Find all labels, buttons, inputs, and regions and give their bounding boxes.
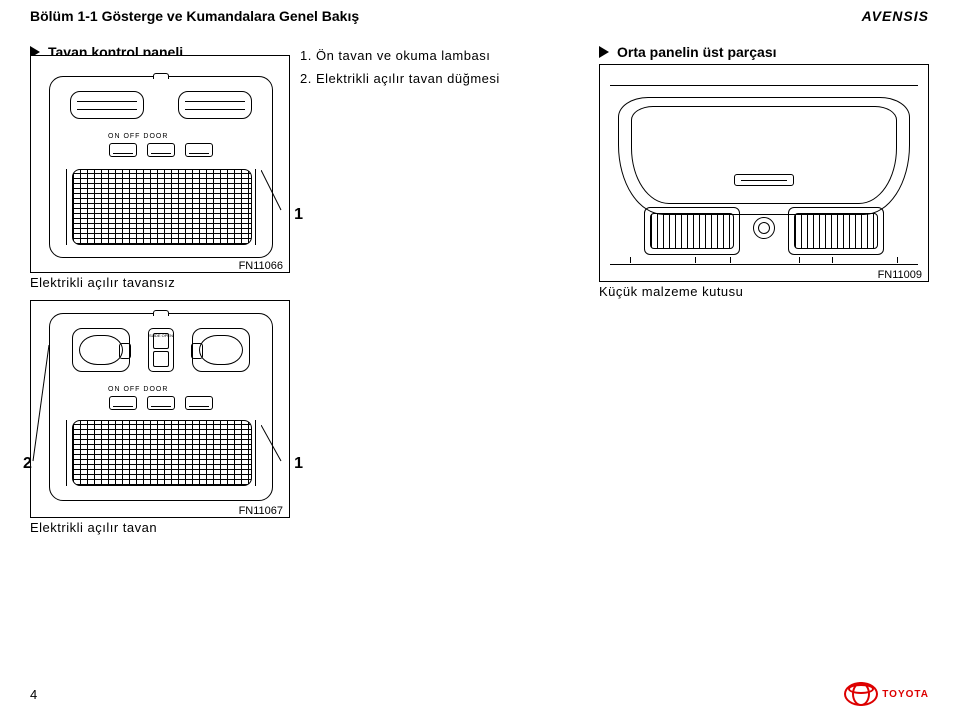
callout-leader-1b [261, 425, 285, 465]
console-tab [153, 73, 169, 79]
section-heading: Bölüm 1-1 Gösterge ve Kumandalara Genel … [30, 8, 359, 24]
toyota-text: TOYOTA [882, 689, 929, 700]
side-line-right-2 [255, 420, 256, 486]
console-outline-2: SLIDE OPEN ON OFF DOOR [49, 313, 273, 501]
right-section-title: Orta panelin üst parçası [599, 44, 929, 60]
callout-leader-2 [31, 345, 53, 465]
seg-3 [832, 257, 898, 263]
page-header: Bölüm 1-1 Gösterge ve Kumandalara Genel … [30, 8, 929, 24]
storage-inner [631, 106, 897, 204]
button-off-icon [147, 143, 175, 157]
caption-1: Elektrikli açılır tavansız [30, 275, 559, 290]
brand-logo-text: AVENSIS [862, 8, 929, 24]
center-knob-icon [753, 217, 775, 239]
caption-3: Küçük malzeme kutusu [599, 284, 929, 299]
button-on-icon-2 [109, 396, 137, 410]
figure-code-2: FN11067 [239, 505, 283, 517]
figure-code-1: FN11066 [239, 260, 283, 272]
button-row-2 [109, 396, 213, 410]
sunroof-switch-text: SLIDE OPEN [148, 328, 174, 338]
figure-middle-panel: FN11009 [599, 64, 929, 282]
button-labels: ON OFF DOOR [108, 133, 168, 140]
callout-number-2: 2 [23, 455, 32, 473]
side-line-left [66, 169, 67, 245]
description-list: 1. Ön tavan ve okuma lambası 2. Elektrik… [300, 44, 500, 91]
side-line-left-2 [66, 420, 67, 486]
figure-overhead-no-sunroof: ON OFF DOOR 1 FN11066 [30, 55, 290, 273]
console-outline: ON OFF DOOR [49, 76, 273, 258]
seg-1 [630, 257, 696, 263]
left-column: Tavan kontrol paneli 1. Ön tavan ve okum… [30, 44, 559, 535]
vent-left-icon [70, 91, 144, 119]
list-item-2: 2. Elektrikli açılır tavan düğmesi [300, 67, 500, 90]
button-off-icon-2 [147, 396, 175, 410]
panel-bottom-line [610, 264, 918, 265]
air-vent-left-icon [644, 207, 740, 255]
reading-lamp-left-icon [72, 328, 130, 372]
caption-2: Elektrikli açılır tavan [30, 520, 559, 535]
speaker-grille-icon-2 [72, 420, 252, 486]
arrow-right-icon-2 [599, 46, 609, 58]
button-on-icon [109, 143, 137, 157]
content-area: Tavan kontrol paneli 1. Ön tavan ve okum… [30, 44, 929, 535]
speaker-grille-icon [72, 169, 252, 245]
panel-top-line [610, 85, 918, 86]
callout-number-1b: 1 [294, 455, 303, 473]
seg-2 [730, 257, 800, 263]
console-tab-2 [153, 310, 169, 316]
button-row [109, 143, 213, 157]
figure-code-3: FN11009 [878, 269, 922, 281]
button-labels-2: ON OFF DOOR [108, 386, 168, 393]
vent-right-icon [178, 91, 252, 119]
toyota-logo: TOYOTA [844, 682, 929, 706]
reading-lamp-right-icon [192, 328, 250, 372]
storage-latch-icon [734, 174, 794, 186]
side-line-right [255, 169, 256, 245]
storage-compartment-icon [618, 97, 910, 215]
page-number: 4 [30, 687, 37, 702]
button-door-icon-2 [185, 396, 213, 410]
toyota-emblem-icon [844, 682, 878, 706]
button-door-icon [185, 143, 213, 157]
right-column: Orta panelin üst parçası FN11009 Küçük m… [599, 44, 929, 535]
callout-number-1: 1 [294, 206, 303, 224]
air-vent-right-icon [788, 207, 884, 255]
callout-leader-1 [261, 170, 285, 214]
figure-overhead-with-sunroof: SLIDE OPEN ON OFF DOOR 1 2 FN11067 [30, 300, 290, 518]
list-item-1: 1. Ön tavan ve okuma lambası [300, 44, 500, 67]
right-title-text: Orta panelin üst parçası [617, 44, 777, 60]
